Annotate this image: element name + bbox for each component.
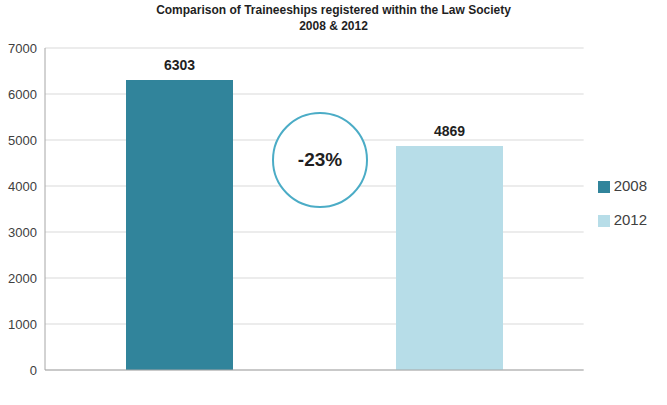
svg-text:2000: 2000 <box>8 271 37 286</box>
svg-text:4000: 4000 <box>8 179 37 194</box>
svg-text:6303: 6303 <box>164 57 195 73</box>
svg-text:7000: 7000 <box>8 41 37 56</box>
svg-text:6000: 6000 <box>8 87 37 102</box>
html-text:2008: 2008 <box>613 176 647 194</box>
html-text:-23%: -23% <box>297 149 343 170</box>
svg-text:3000: 3000 <box>8 225 37 240</box>
html-text:2008 & 2012: 2008 & 2012 <box>299 19 368 33</box>
svg-text:4869: 4869 <box>434 123 465 139</box>
svg-text:5000: 5000 <box>8 133 37 148</box>
html-text:Comparison of Traineeships reg: Comparison of Traineeships registered wi… <box>156 3 511 17</box>
svg-text:1000: 1000 <box>8 317 37 332</box>
svg-text:0: 0 <box>30 363 37 378</box>
html-text:2012: 2012 <box>613 210 647 228</box>
